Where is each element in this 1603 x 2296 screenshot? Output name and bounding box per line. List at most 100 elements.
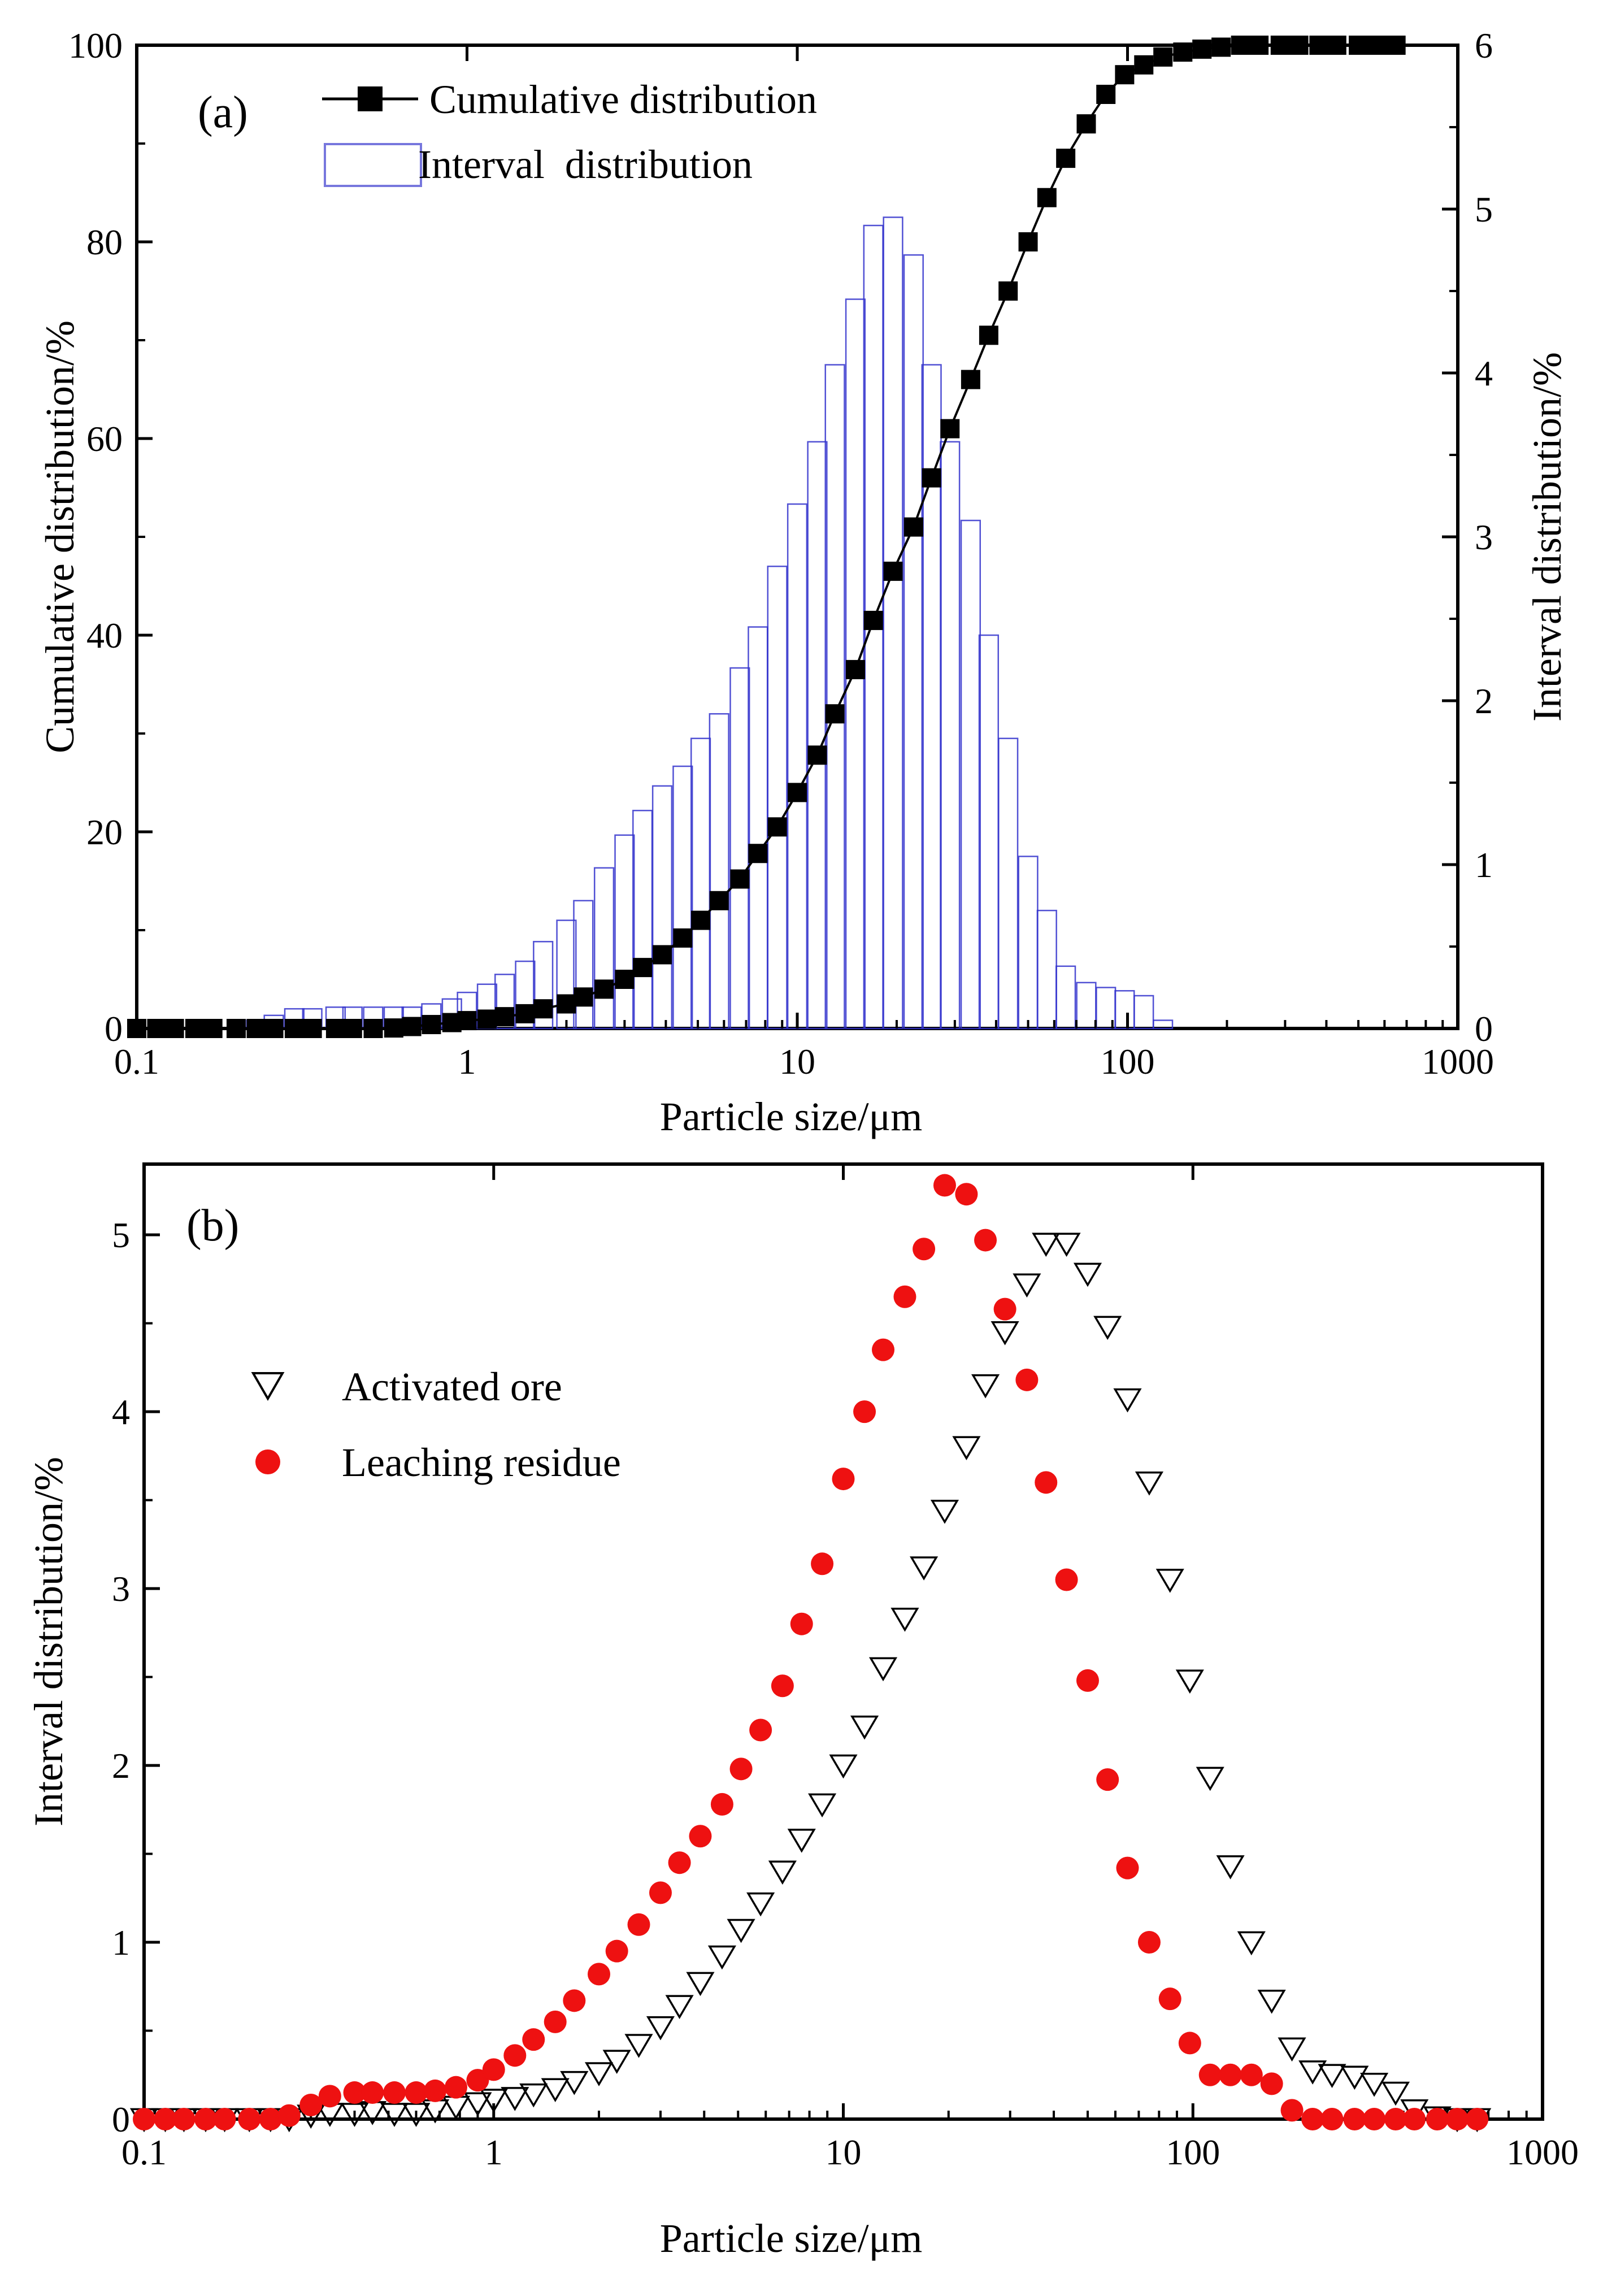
interval-bar: [824, 364, 845, 1030]
interval-bar: [672, 765, 693, 1030]
panel-b-activated-ore-series: [129, 1232, 1492, 2133]
panel-a-cumulative-line: [127, 36, 1406, 1038]
leaching-residue-point: [1137, 1931, 1161, 1954]
leaching-residue-point: [213, 2108, 236, 2130]
panel-b-legend: Activated ore Leaching residue: [251, 1364, 621, 1485]
cumulative-point: [1056, 149, 1076, 168]
leaching-residue-point: [1055, 1568, 1078, 1591]
activated-ore-point: [890, 1607, 919, 1632]
legend-activated-ore-triangle-icon: [251, 1372, 285, 1401]
cumulative-point: [402, 1017, 422, 1036]
cumulative-point: [730, 869, 750, 889]
cumulative-point: [533, 999, 553, 1019]
activated-ore-point: [1278, 2037, 1306, 2062]
interval-bar: [632, 810, 653, 1030]
interval-bar: [515, 960, 536, 1030]
interval-bar: [767, 565, 788, 1030]
panel-b-plot-frame: [142, 1162, 1544, 2121]
panel-b-y-tick-label: 0: [112, 2099, 130, 2139]
panel-a-y-tick-label: 0: [105, 1009, 123, 1049]
leaching-residue-point: [1280, 2099, 1304, 2122]
activated-ore-point: [910, 1556, 939, 1581]
cumulative-point: [1115, 65, 1135, 85]
panel-a-y-tick-label: 40: [86, 615, 123, 656]
interval-bar: [978, 634, 999, 1030]
leaching-residue-point: [668, 1851, 691, 1874]
interval-bar: [998, 737, 1019, 1030]
leaching-residue-point: [1178, 2032, 1201, 2055]
legend-interval-label: Interval distribution: [418, 142, 753, 187]
legend-cumulative-label: Cumulative distribution: [429, 77, 817, 122]
panel-b-y-tick-label: 2: [112, 1746, 130, 1786]
interval-bar: [614, 834, 635, 1030]
cumulative-point: [574, 987, 593, 1007]
panel-b-y-tick-label: 3: [112, 1569, 130, 1609]
activated-ore-point: [1237, 1931, 1266, 1956]
cumulative-point: [185, 1019, 205, 1038]
cumulative-point: [903, 517, 923, 537]
leaching-residue-point: [832, 1468, 855, 1491]
leaching-residue-point: [466, 2069, 489, 2092]
panel-a-x-axis-title: Particle size/μm: [660, 1094, 922, 1139]
cumulative-point: [594, 979, 614, 999]
interval-bar: [1076, 982, 1097, 1030]
leaching-residue-point: [1076, 1669, 1099, 1692]
activated-ore-point: [808, 1793, 837, 1818]
panel-b-x-tick-label: 100: [1166, 2132, 1220, 2172]
leaching-residue-point: [913, 1238, 936, 1261]
interval-bar: [903, 254, 924, 1030]
activated-ore-point: [479, 2089, 508, 2113]
cumulative-point: [1018, 232, 1038, 251]
cumulative-point: [845, 659, 865, 679]
interval-bar: [729, 667, 750, 1030]
leaching-residue-point: [503, 2044, 527, 2067]
cumulative-point: [615, 970, 635, 989]
leaching-residue-point: [482, 2058, 505, 2081]
activated-ore-point: [1113, 1388, 1142, 1413]
panel-a-y2-tick-label: 4: [1475, 353, 1493, 393]
cumulative-point: [1270, 36, 1290, 55]
panel-b-y-tick-label: 5: [112, 1215, 130, 1255]
leaching-residue-point: [383, 2081, 406, 2104]
activated-ore-point: [1073, 1262, 1102, 1287]
leaching-residue-point: [872, 1338, 895, 1361]
leaching-residue-point: [1445, 2108, 1469, 2130]
panel-a-y2-tick-label: 0: [1475, 1009, 1493, 1049]
leaching-residue-point: [1363, 2108, 1386, 2130]
interval-bar: [709, 713, 729, 1030]
activated-ore-point: [1360, 2073, 1389, 2097]
cumulative-point: [164, 1019, 184, 1038]
cumulative-point: [264, 1019, 284, 1038]
leaching-residue-point: [1116, 1856, 1139, 1880]
activated-ore-point: [1196, 1767, 1224, 1791]
cumulative-point: [203, 1019, 223, 1038]
cumulative-point: [998, 281, 1018, 301]
cumulative-point: [302, 1019, 322, 1038]
cumulative-point: [1367, 36, 1387, 55]
activated-ore-point: [930, 1500, 959, 1524]
cumulative-point: [922, 468, 941, 488]
activated-ore-point: [463, 2092, 492, 2117]
cumulative-point: [691, 910, 711, 930]
activated-ore-point: [768, 1860, 797, 1885]
leaching-residue-point: [771, 1674, 794, 1698]
panel-a-x-axis: 0.1 1 10 100 1000: [114, 45, 1494, 1082]
panel-a-y-tick-label: 60: [86, 419, 123, 459]
interval-bar: [593, 867, 615, 1030]
cumulative-point: [709, 891, 729, 910]
interval-bar: [921, 364, 942, 1030]
leaching-residue-point: [1198, 2063, 1222, 2086]
panel-b-y-axis: 0 1 2 3 4 5: [112, 1215, 160, 2139]
leaching-residue-point: [729, 1757, 753, 1781]
cumulative-point: [961, 370, 980, 389]
leaching-residue-point: [853, 1400, 876, 1423]
leaching-residue-point: [563, 1989, 586, 2012]
activated-ore-point: [560, 2071, 589, 2095]
panel-a-y2-axis-title: Interval distribution/%: [1524, 352, 1570, 722]
cumulative-point: [1076, 114, 1096, 134]
activated-ore-point: [952, 1436, 981, 1460]
interval-bar: [1036, 909, 1057, 1030]
cumulative-point: [1327, 36, 1346, 55]
activated-ore-point: [829, 1754, 858, 1779]
legend-leaching-residue-circle-icon: [255, 1449, 280, 1474]
